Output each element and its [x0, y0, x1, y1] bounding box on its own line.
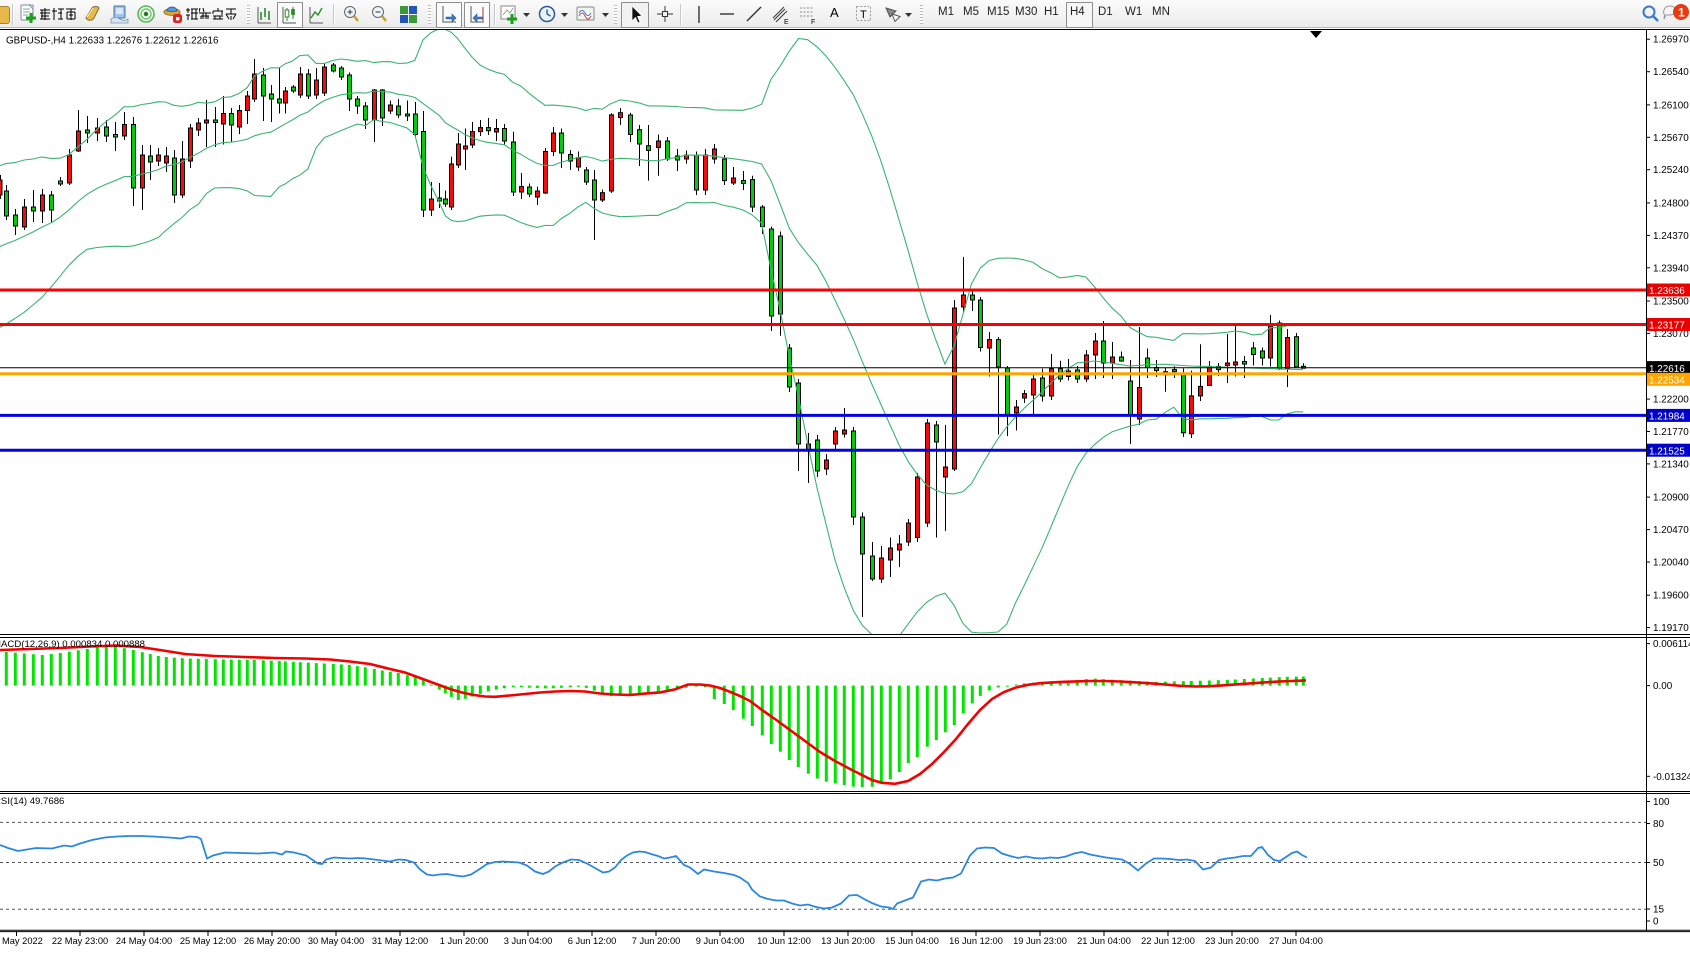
svg-text:1.26540: 1.26540: [1653, 67, 1689, 78]
svg-text:0: 0: [1653, 917, 1659, 928]
svg-text:1.19170: 1.19170: [1653, 623, 1689, 634]
svg-text:30 May 04:00: 30 May 04:00: [308, 936, 364, 946]
svg-text:1.23636: 1.23636: [1649, 286, 1685, 297]
svg-text:1.23177: 1.23177: [1649, 321, 1685, 332]
svg-text:80: 80: [1653, 819, 1664, 830]
svg-text:1 Jun 20:00: 1 Jun 20:00: [440, 936, 489, 946]
svg-text:1: 1: [1678, 6, 1685, 20]
svg-text:7 Jun 20:00: 7 Jun 20:00: [632, 936, 681, 946]
svg-text:1.25670: 1.25670: [1653, 133, 1689, 144]
svg-text:16 Jun 12:00: 16 Jun 12:00: [949, 936, 1003, 946]
svg-text:1.26100: 1.26100: [1653, 100, 1689, 111]
svg-text:0.006114: 0.006114: [1653, 639, 1690, 650]
svg-text:1.21770: 1.21770: [1653, 427, 1689, 438]
svg-text:May 2022: May 2022: [2, 936, 43, 946]
svg-text:50: 50: [1653, 858, 1664, 869]
svg-text:24 May 04:00: 24 May 04:00: [116, 936, 172, 946]
svg-text:13 Jun 20:00: 13 Jun 20:00: [821, 936, 875, 946]
svg-text:1.26970: 1.26970: [1653, 35, 1689, 46]
svg-text:22 Jun 12:00: 22 Jun 12:00: [1141, 936, 1195, 946]
svg-text:RSI(14) 49.7686: RSI(14) 49.7686: [0, 796, 64, 807]
svg-text:31 May 12:00: 31 May 12:00: [372, 936, 428, 946]
svg-text:1.24370: 1.24370: [1653, 231, 1689, 242]
svg-text:15 Jun 04:00: 15 Jun 04:00: [885, 936, 939, 946]
svg-text:0.00: 0.00: [1653, 681, 1673, 692]
svg-text:9 Jun 04:00: 9 Jun 04:00: [696, 936, 745, 946]
svg-text:100: 100: [1653, 797, 1670, 808]
svg-text:1.23500: 1.23500: [1653, 297, 1689, 308]
svg-text:E: E: [784, 19, 789, 26]
svg-text:1.22200: 1.22200: [1653, 395, 1689, 406]
svg-text:6 Jun 12:00: 6 Jun 12:00: [568, 936, 617, 946]
svg-text:1.21984: 1.21984: [1649, 412, 1685, 423]
svg-text:MACD(12,26,9) 0.000834 0.00088: MACD(12,26,9) 0.000834 0.000888: [0, 639, 145, 650]
svg-text:1.23070: 1.23070: [1653, 329, 1689, 340]
svg-text:1.25240: 1.25240: [1653, 165, 1689, 176]
svg-text:15: 15: [1653, 905, 1664, 916]
svg-text:GBPUSD-,H4 1.22633 1.22676 1.: GBPUSD-,H4 1.22633 1.22676 1.22612 1.226…: [6, 36, 219, 47]
svg-text:1.22616: 1.22616: [1649, 364, 1685, 375]
svg-text:10 Jun 12:00: 10 Jun 12:00: [757, 936, 811, 946]
svg-text:23 Jun 20:00: 23 Jun 20:00: [1205, 936, 1259, 946]
svg-text:-0.01324: -0.01324: [1653, 772, 1690, 783]
svg-text:21 Jun 04:00: 21 Jun 04:00: [1077, 936, 1131, 946]
svg-text:27 Jun 04:00: 27 Jun 04:00: [1269, 936, 1323, 946]
svg-text:1.20900: 1.20900: [1653, 493, 1689, 504]
svg-text:1.21340: 1.21340: [1653, 459, 1689, 470]
svg-text:1.23940: 1.23940: [1653, 263, 1689, 274]
svg-text:22 May 23:00: 22 May 23:00: [52, 936, 108, 946]
svg-text:1.24800: 1.24800: [1653, 198, 1689, 209]
svg-text:25 May 12:00: 25 May 12:00: [180, 936, 236, 946]
svg-text:3 Jun 04:00: 3 Jun 04:00: [504, 936, 553, 946]
svg-text:19 Jun 23:00: 19 Jun 23:00: [1013, 936, 1067, 946]
svg-text:T: T: [860, 9, 867, 21]
svg-text:1.19600: 1.19600: [1653, 591, 1689, 602]
svg-text:1.20470: 1.20470: [1653, 525, 1689, 536]
svg-text:1.21525: 1.21525: [1649, 446, 1685, 457]
svg-text:26 May 20:00: 26 May 20:00: [244, 936, 300, 946]
svg-text:1.22534: 1.22534: [1649, 376, 1685, 387]
svg-text:F: F: [811, 19, 815, 26]
svg-text:1.20040: 1.20040: [1653, 558, 1689, 569]
